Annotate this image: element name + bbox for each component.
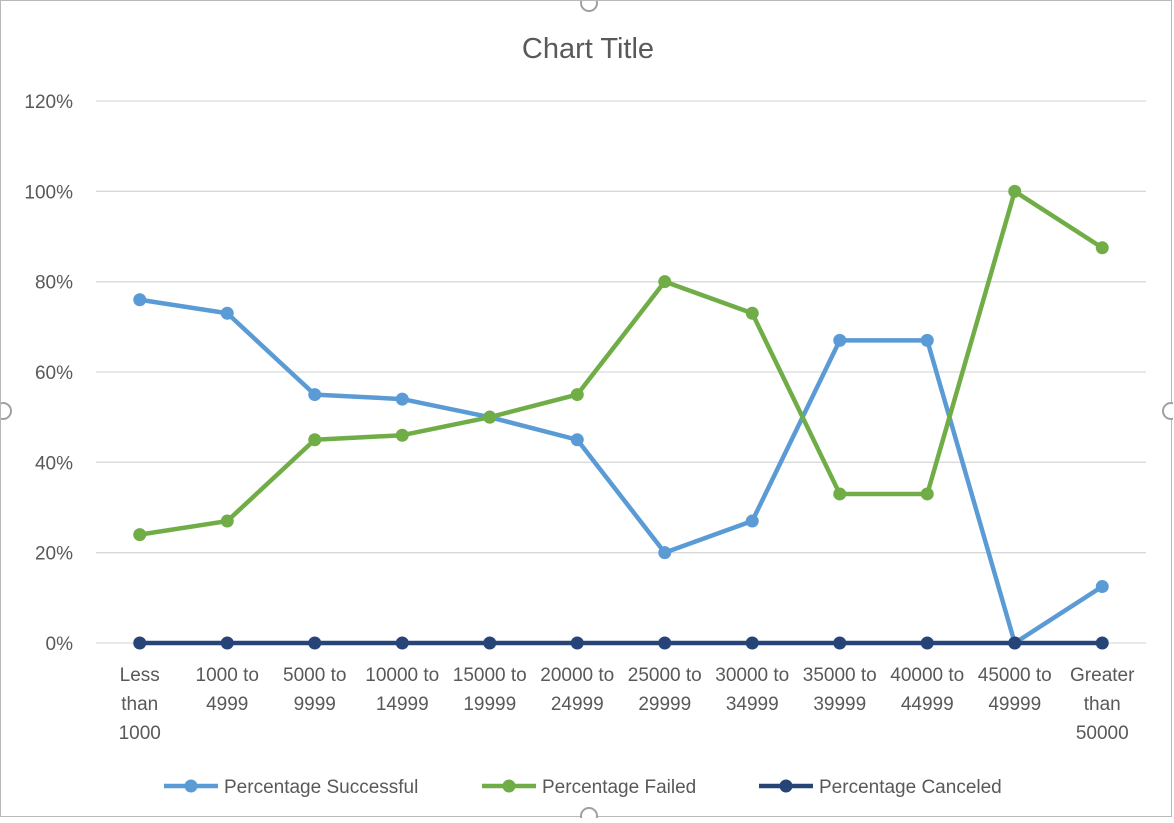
data-point [133, 293, 147, 307]
data-point [570, 433, 584, 447]
y-tick-label: 120% [24, 92, 73, 113]
x-tick-label: 20000 to 24999 [540, 665, 614, 715]
resize-handle-right[interactable] [1162, 402, 1174, 420]
data-point [920, 636, 934, 650]
x-tick-label: 25000 to 29999 [628, 665, 702, 715]
data-point [395, 428, 409, 442]
data-point [220, 636, 234, 650]
x-tick-label: 35000 to 39999 [803, 665, 877, 715]
x-tick-label: 5000 to 9999 [283, 665, 346, 715]
data-point [308, 636, 322, 650]
x-tick-label: Less than 1000 [119, 665, 161, 744]
series-3 [133, 636, 1109, 650]
y-tick-label: 80% [35, 273, 73, 294]
legend-marker [502, 779, 516, 793]
series-line [137, 297, 1105, 646]
y-tick-label: 20% [35, 544, 73, 565]
y-tick-label: 60% [35, 363, 73, 384]
data-point [220, 514, 234, 528]
data-point [1095, 241, 1109, 255]
data-point [920, 487, 934, 501]
data-point [658, 546, 672, 560]
x-tick-label: 1000 to 4999 [196, 665, 259, 715]
data-point [395, 636, 409, 650]
legend-marker [184, 779, 198, 793]
legend-marker [779, 779, 793, 793]
legend-label: Percentage Canceled [819, 777, 1002, 798]
y-tick-label: 40% [35, 453, 73, 474]
data-point [570, 636, 584, 650]
data-point [745, 514, 759, 528]
x-tick-label: 40000 to 44999 [890, 665, 964, 715]
data-point [833, 333, 847, 347]
x-tick-label: 30000 to 34999 [715, 665, 789, 715]
data-point [745, 306, 759, 320]
data-point [833, 487, 847, 501]
legend-item: Percentage Successful [164, 777, 418, 798]
legend-label: Percentage Successful [224, 777, 418, 798]
y-tick-label: 0% [46, 634, 74, 655]
data-point [1095, 636, 1109, 650]
y-axis-tick-labels: 0% 20% 40% 60% 80% 100% 120% [24, 92, 73, 655]
data-point [658, 275, 672, 289]
data-point [1008, 184, 1022, 198]
data-point [133, 528, 147, 542]
data-point [658, 636, 672, 650]
resize-handle-top[interactable] [580, 0, 598, 12]
series-line [137, 189, 1105, 537]
resize-handle-left[interactable] [0, 402, 12, 420]
y-tick-label: 100% [24, 182, 73, 203]
x-tick-label: 45000 to 49999 [978, 665, 1052, 715]
data-point [308, 433, 322, 447]
data-point [483, 636, 497, 650]
gridlines [96, 100, 1146, 644]
data-point [133, 636, 147, 650]
x-tick-label: Greater than 50000 [1070, 665, 1135, 744]
data-point [570, 388, 584, 402]
chart-title: Chart Title [522, 33, 654, 65]
legend-label: Percentage Failed [542, 777, 696, 798]
data-point [745, 636, 759, 650]
series-lines [133, 184, 1109, 650]
data-point [1008, 636, 1022, 650]
legend-item: Percentage Canceled [759, 777, 1002, 798]
data-point [220, 306, 234, 320]
data-point [833, 636, 847, 650]
series-1 [133, 293, 1109, 650]
resize-handle-bottom[interactable] [580, 807, 598, 823]
data-point [395, 392, 409, 406]
data-point [308, 388, 322, 402]
data-point [920, 333, 934, 347]
data-point [1095, 580, 1109, 594]
x-tick-label: 15000 to 19999 [453, 665, 527, 715]
series-2 [133, 184, 1109, 542]
x-tick-label: 10000 to 14999 [365, 665, 439, 715]
legend: Percentage Successful Percentage Failed Pe… [164, 777, 1002, 798]
x-axis-tick-labels: Less than 1000 1000 to 4999 5000 to 9999 10000 … [119, 665, 1136, 744]
legend-item: Percentage Failed [482, 777, 696, 798]
data-point [483, 410, 497, 424]
